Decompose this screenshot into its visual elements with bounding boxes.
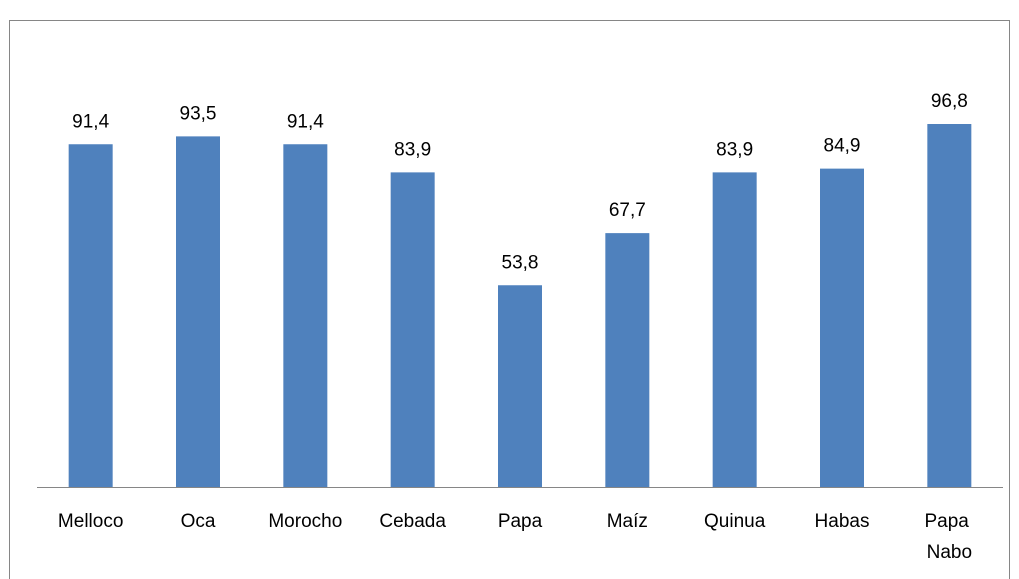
x-tick-label: Maíz xyxy=(607,511,648,532)
bar xyxy=(927,124,972,487)
bar xyxy=(176,136,220,487)
data-label: 93,5 xyxy=(180,103,217,124)
data-label: 96,8 xyxy=(931,91,968,112)
bar xyxy=(68,144,113,487)
data-label: 84,9 xyxy=(824,136,861,157)
bar xyxy=(712,172,757,487)
x-tick-label: Morocho xyxy=(268,511,342,532)
data-label: 91,4 xyxy=(72,111,109,132)
x-tick-label: Habas xyxy=(815,511,870,532)
bar xyxy=(498,285,542,487)
data-label: 83,9 xyxy=(716,139,753,160)
data-label: 53,8 xyxy=(502,252,539,273)
bar xyxy=(820,168,864,487)
data-label: 83,9 xyxy=(394,139,431,160)
data-label: 67,7 xyxy=(609,200,646,221)
x-tick-label: Quinua xyxy=(704,511,766,532)
data-label: 91,4 xyxy=(287,111,324,132)
x-tick-label: Papa xyxy=(498,511,543,532)
bar xyxy=(605,233,650,487)
x-tick-label: Cebada xyxy=(379,511,446,532)
x-tick-label: Oca xyxy=(181,511,216,532)
bar xyxy=(390,172,435,487)
x-tick-label: Papa Nabo xyxy=(925,511,975,563)
x-tick-label: Melloco xyxy=(58,511,123,532)
bar xyxy=(283,144,328,487)
